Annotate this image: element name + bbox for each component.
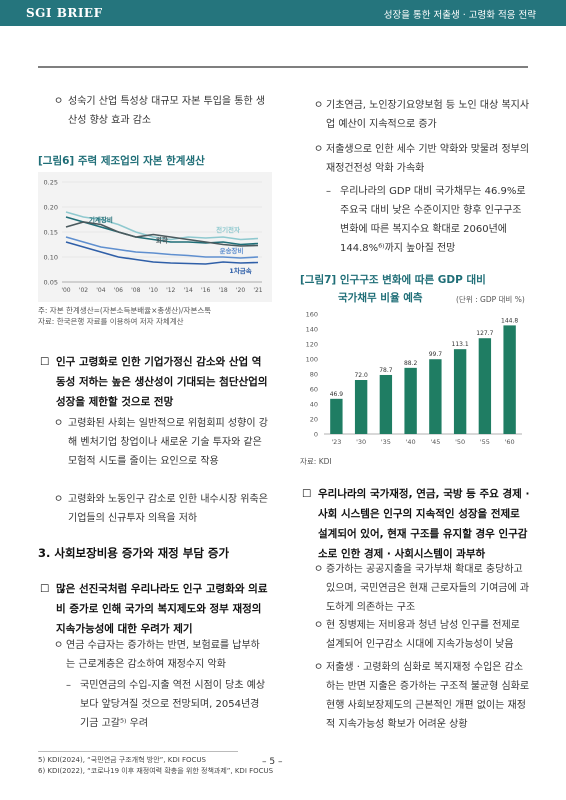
fig6-x-tick-label: '00: [61, 287, 70, 294]
fig6-series-line: [65, 211, 259, 241]
fig7-bar-value-label: 144.8: [501, 317, 518, 324]
fig7-bar: [330, 398, 343, 434]
fig7-bar-value-label: 72.0: [354, 372, 368, 379]
fig6-x-tick-label: '08: [131, 287, 140, 294]
footnote-5: 5) KDI(2024), “국민연금 구조개혁 방안”, KDI FOCUS: [38, 756, 206, 764]
right-dash-1: – 우리나라의 GDP 대비 국가채무는 46.9%로 주요국 대비 낮은 수준…: [326, 186, 526, 254]
fig7-bar: [354, 380, 368, 434]
page-header: SGI BRIEF 성장을 통한 저출생 · 고령화 적응 전략: [0, 0, 566, 26]
fig7-y-tick-label: 60: [310, 386, 318, 394]
page-number: – 5 –: [262, 757, 283, 767]
fig7-y-tick-label: 140: [306, 326, 318, 334]
fig7-bar-value-label: 113.1: [452, 341, 469, 348]
fig7-title-1: [그림7] 인구구조 변화에 따른 GDP 대비: [300, 274, 486, 286]
fig7-x-tick-label: '50: [455, 438, 465, 446]
fig6-series-label: 화학: [156, 236, 168, 245]
fig7-y-tick-label: 0: [314, 431, 318, 439]
fig7-x-tick-label: '35: [381, 438, 391, 446]
fig6-y-tick-label: 0.25: [44, 179, 58, 187]
right-bullet-4: ㅇ 현 징병제는 저비용과 청년 남성 인구를 전제로 설계되어 인구감소 시대…: [314, 620, 520, 650]
left-bullet-1: ㅇ 성숙기 산업 특성상 대규모 자본 투입을 통한 생산성 향상 효과 감소: [54, 96, 266, 126]
fig6-series-label: 기계장비: [89, 215, 113, 224]
top-rule: [38, 66, 528, 68]
fig6-x-tick-label: '18: [218, 287, 227, 294]
fig7-x-tick-label: '23: [331, 438, 341, 446]
left-bullet-2: ㅇ 고령화된 사회는 일반적으로 위험회피 성향이 강해 벤처기업 창업이나 새…: [54, 418, 268, 467]
header-title: 성장을 통한 저출생 · 고령화 적응 전략: [383, 10, 536, 21]
fig6-source: 자료: 한국은행 자료를 이용하여 저자 자체계산: [38, 317, 184, 326]
fig7-y-tick-label: 40: [310, 401, 318, 409]
fig7-x-tick-label: '30: [356, 438, 366, 446]
fig6-series-line: [65, 216, 259, 246]
fig6-y-tick-label: 0.20: [44, 204, 58, 212]
fig7-y-tick-label: 20: [310, 416, 318, 424]
fig6-x-tick-label: '16: [201, 287, 210, 294]
footnotes: 5) KDI(2024), “국민연금 구조개혁 방안”, KDI FOCUS …: [38, 755, 273, 777]
fig7-title-2: 국가채무 비율 예측: [338, 292, 423, 304]
fig6-x-tick-label: '20: [236, 287, 245, 294]
fig6-x-tick-label: '02: [79, 287, 88, 294]
fig7-bar: [379, 374, 393, 434]
fig7-bar-value-label: 46.9: [330, 391, 344, 398]
right-bullet-2: ㅇ 저출생으로 인한 세수 기반 약화와 맞물려 정부의 재정건전성 악화 가속…: [314, 144, 530, 174]
fig7-y-tick-label: 80: [310, 371, 318, 379]
brand-logo: SGI BRIEF: [26, 6, 103, 20]
fig7-bar-value-label: 88.2: [404, 360, 418, 367]
fig6-x-tick-label: '12: [166, 287, 175, 294]
fig7-source: 자료: KDI: [300, 457, 332, 466]
right-heading-1: ☐ 우리나라의 국가재정, 연금, 국방 등 주요 경제 · 사회 시스템은 인…: [302, 488, 530, 560]
fig6-x-tick-label: '06: [114, 287, 123, 294]
left-heading-1: ☐ 인구 고령화로 인한 기업가정신 감소와 산업 역동성 저하는 높은 생산성…: [40, 356, 268, 408]
fig6-note: 주: 자본 한계생산=(자본소득분배율×총생산)/자본스톡: [38, 306, 212, 315]
fig7-bar: [478, 338, 492, 434]
right-bullet-3: ㅇ 증가하는 공공지출을 국가부채 확대로 충당하고 있으며, 국민연금은 현재…: [314, 564, 530, 613]
right-bullet-5: ㅇ 저출생 · 고령화의 심화로 복지재정 수입은 감소하는 반면 지출은 증가…: [314, 662, 530, 730]
fig7-x-tick-label: '45: [430, 438, 440, 446]
fig7-bar: [404, 367, 417, 434]
fig7-bar-chart: 160 140 120 100 80 60 40 20 0 46.9 '23 72.0 '30 78.7 '…: [306, 311, 522, 446]
left-dash-1: – 국민연금의 수입-지출 역전 시점이 당초 예상보다 앞당겨질 것으로 전망…: [66, 680, 266, 729]
fig6-series-line: [65, 236, 259, 259]
fig7-x-tick-label: '55: [480, 438, 490, 446]
fig6-y-tick-label: 0.10: [44, 254, 58, 262]
fig7-x-tick-label: '40: [406, 438, 416, 446]
fig7-bar: [503, 325, 516, 434]
footnote-rule: [38, 751, 238, 752]
fig6-title: [그림6] 주력 제조업의 자본 한계생산: [38, 155, 205, 167]
fig7-bar-value-label: 127.7: [476, 330, 493, 337]
fig7-bar: [453, 349, 467, 434]
fig6-series-label: 1차금속: [229, 266, 251, 275]
right-bullet-1: ㅇ 기초연금, 노인장기요양보험 등 노인 대상 복지사업 예산이 지속적으로 …: [314, 100, 530, 130]
fig7-y-tick-label: 120: [306, 341, 318, 349]
fig6-series-label: 전기전자: [216, 225, 240, 234]
fig6-line-chart: 0.25 0.20 0.15 0.10 0.05'00 '02 '04 '06 '08 '10 '1…: [38, 172, 272, 302]
fig6-x-tick-label: '21: [253, 287, 262, 294]
fig7-bar-value-label: 99.7: [429, 351, 443, 358]
fig6-series-label: 운송장비: [220, 246, 244, 255]
fig7-y-tick-label: 100: [306, 356, 318, 364]
fig7-y-tick-label: 160: [306, 311, 318, 319]
fig6-series-line: [65, 221, 259, 247]
fig7-x-tick-label: '60: [505, 438, 515, 446]
section-3-title: 3. 사회보장비용 증가와 재정 부담 증가: [38, 546, 230, 560]
left-bullet-3: ㅇ 고령화와 노동인구 감소로 인한 내수시장 위축은 기업들의 신규투자 의욕…: [54, 494, 268, 524]
fig6-y-tick-label: 0.05: [44, 279, 58, 287]
fig7-bar-value-label: 78.7: [379, 367, 393, 374]
fig7-bar: [429, 359, 442, 434]
fig7-unit: (단위 : GDP 대비 %): [456, 295, 525, 304]
fig6-y-tick-label: 0.15: [44, 229, 58, 237]
fig6-series-line: [65, 241, 259, 265]
footnote-6: 6) KDI(2022), “코로나19 이후 재정여력 확충을 위한 정책과제…: [38, 767, 274, 775]
fig6-notes: 주: 자본 한계생산=(자본소득분배율×총생산)/자본스톡 자료: 한국은행 자…: [38, 305, 278, 327]
left-heading-2: ☐ 많은 선진국처럼 우리나라도 인구 고령화와 의료비 증가로 인해 국가의 …: [40, 583, 268, 635]
fig6-x-tick-label: '04: [96, 287, 105, 294]
fig6-x-tick-label: '14: [184, 287, 193, 294]
left-bullet-4: ㅇ 연금 수급자는 증가하는 반면, 보험료를 납부하는 근로계층은 감소하여 …: [54, 640, 260, 670]
fig6-x-tick-label: '10: [149, 287, 158, 294]
